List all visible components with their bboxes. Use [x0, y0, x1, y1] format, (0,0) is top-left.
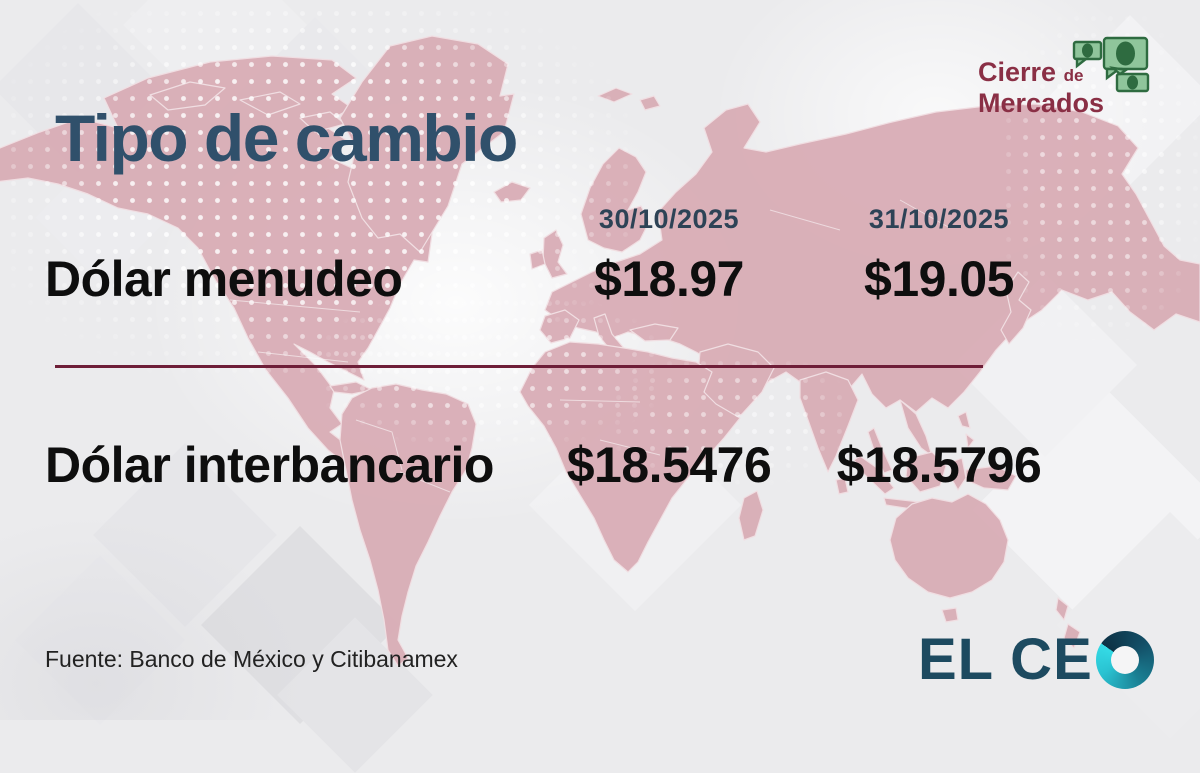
date-column-1: 30/10/2025 — [598, 204, 740, 234]
dot-pattern — [610, 355, 850, 485]
dot-pattern — [1000, 10, 1200, 340]
rate-value: $18.5796 — [836, 437, 1042, 493]
brand-word-cierre: Cierre — [978, 57, 1057, 87]
rate-value: $18.97 — [594, 251, 744, 307]
row-label: Dólar interbancario — [45, 437, 494, 493]
brand-word-de: de — [1063, 66, 1084, 85]
money-bubbles-icon — [1072, 36, 1150, 93]
ceo-o-ring-icon — [1095, 630, 1154, 689]
date-column-2: 31/10/2025 — [868, 204, 1010, 234]
el-ceo-text: EL CE — [918, 627, 1093, 692]
dates-header-row: 30/10/2025 31/10/2025 — [45, 204, 1080, 235]
table-row-dolar-menudeo: Dólar menudeo $18.97 $19.05 — [45, 250, 1080, 308]
rate-value: $19.05 — [864, 251, 1014, 307]
page-title: Tipo de cambio — [55, 101, 518, 175]
table-row-dolar-interbancario: Dólar interbancario $18.5476 $18.5796 — [45, 436, 1080, 494]
source-text: Fuente: Banco de México y Citibanamex — [45, 646, 458, 672]
brand-word-mercados: Mercados — [978, 88, 1105, 119]
el-ceo-logo: EL CE — [918, 626, 1154, 693]
cierre-de-mercados-logo: Cierre de Mercados — [978, 58, 1104, 118]
dot-pattern — [320, 295, 660, 445]
divider-line — [55, 365, 983, 368]
row-label: Dólar menudeo — [45, 251, 403, 307]
rate-value: $18.5476 — [566, 437, 772, 493]
